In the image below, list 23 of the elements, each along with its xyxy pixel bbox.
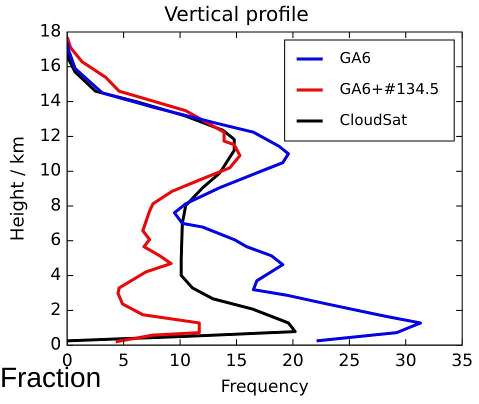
y-tick-label: 0 (50, 334, 62, 355)
x-axis-title: Frequency (220, 377, 309, 398)
x-tick-label: 20 (282, 350, 304, 371)
x-tick-label: 15 (226, 350, 248, 371)
legend-label: GA6+#134.5 (340, 80, 440, 98)
y-axis-title: Height / km (7, 136, 28, 242)
y-tick-label: 18 (40, 21, 62, 42)
y-tick-label: 4 (50, 265, 62, 286)
x-tick-label: 10 (169, 350, 191, 371)
x-tick-label: 5 (118, 350, 130, 371)
y-tick-label: 12 (40, 126, 62, 146)
x-tick-label: 30 (394, 350, 417, 371)
chart-title: Vertical profile (164, 2, 309, 26)
y-tick-label: 6 (50, 230, 62, 250)
legend-label: GA6 (340, 48, 372, 67)
y-tick-label: 16 (40, 56, 62, 76)
legend-label: CloudSat (340, 110, 408, 129)
y-tick-label: 10 (40, 160, 62, 181)
y-tick-label: 8 (50, 195, 62, 216)
y-tick-label: 2 (50, 300, 62, 320)
y-tick-label: 14 (40, 91, 62, 112)
x-tick-label: 25 (338, 350, 360, 371)
x-tick-label: 35 (451, 350, 474, 371)
